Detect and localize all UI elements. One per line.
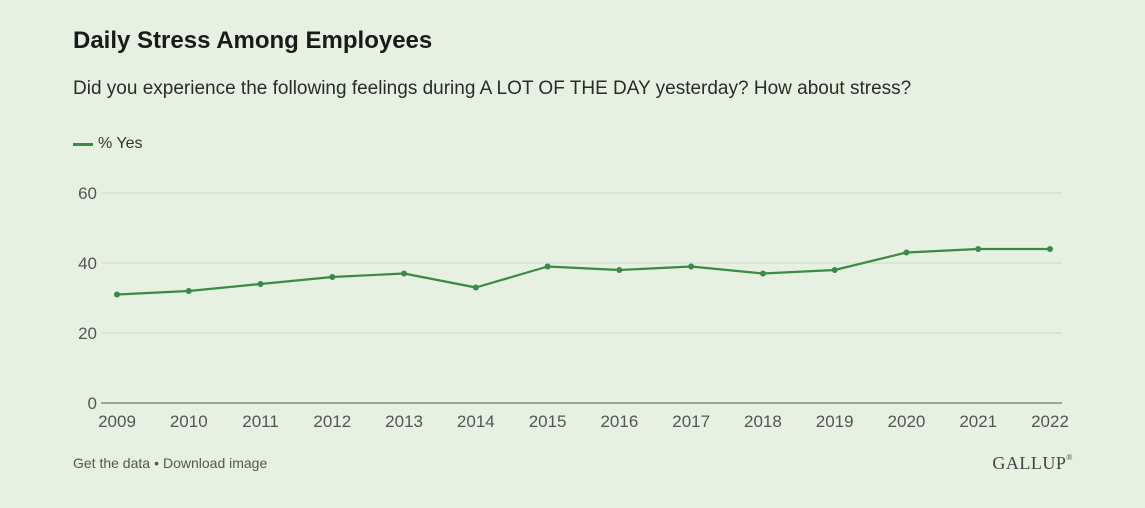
data-point-2020 [903,249,910,256]
chart-subtitle: Did you experience the following feeling… [73,78,912,99]
data-point-2018 [759,270,766,277]
footer-links: Get the data • Download image [73,455,267,471]
data-point-2014 [472,284,479,291]
data-point-2022 [1047,246,1053,252]
x-tick-label-2018: 2018 [744,412,782,431]
data-point-2010 [185,288,192,294]
x-tick-label-2013: 2013 [385,412,423,431]
y-tick-label-40: 40 [78,254,97,273]
data-point-2012 [329,274,336,280]
x-tick-label-2011: 2011 [242,412,279,431]
data-point-2009 [114,291,120,298]
gallup-logo: GALLUP® [992,453,1073,473]
x-tick-label-2020: 2020 [888,412,926,431]
data-point-2015 [544,263,551,270]
x-tick-label-2014: 2014 [457,412,495,431]
x-tick-label-2021: 2021 [959,412,997,431]
y-tick-label-0: 0 [88,394,97,413]
data-point-2016 [616,267,623,273]
footer-separator: • [154,455,159,471]
data-point-2013 [401,270,408,277]
get-data-link[interactable]: Get the data [73,455,151,471]
x-tick-label-2017: 2017 [672,412,710,431]
gallup-logo-text: GALLUP [992,453,1067,473]
x-tick-label-2019: 2019 [816,412,854,431]
y-tick-label-20: 20 [78,324,97,343]
legend-swatch [73,142,93,146]
x-tick-label-2022: 2022 [1031,412,1069,431]
legend-label: % Yes [98,135,143,152]
data-point-2019 [831,267,838,273]
x-tick-label-2015: 2015 [529,412,567,431]
data-point-2021 [975,246,982,252]
data-point-2011 [257,281,264,287]
x-tick-label-2012: 2012 [313,412,351,431]
data-point-2017 [688,263,695,270]
x-tick-label-2010: 2010 [170,412,208,431]
x-tick-label-2009: 2009 [98,412,136,431]
chart-title: Daily Stress Among Employees [73,27,433,54]
x-tick-label-2016: 2016 [600,412,638,431]
download-image-link[interactable]: Download image [162,455,268,471]
legend: % Yes [73,135,142,153]
series-line-0 [116,247,1050,296]
y-tick-label-60: 60 [78,184,97,203]
